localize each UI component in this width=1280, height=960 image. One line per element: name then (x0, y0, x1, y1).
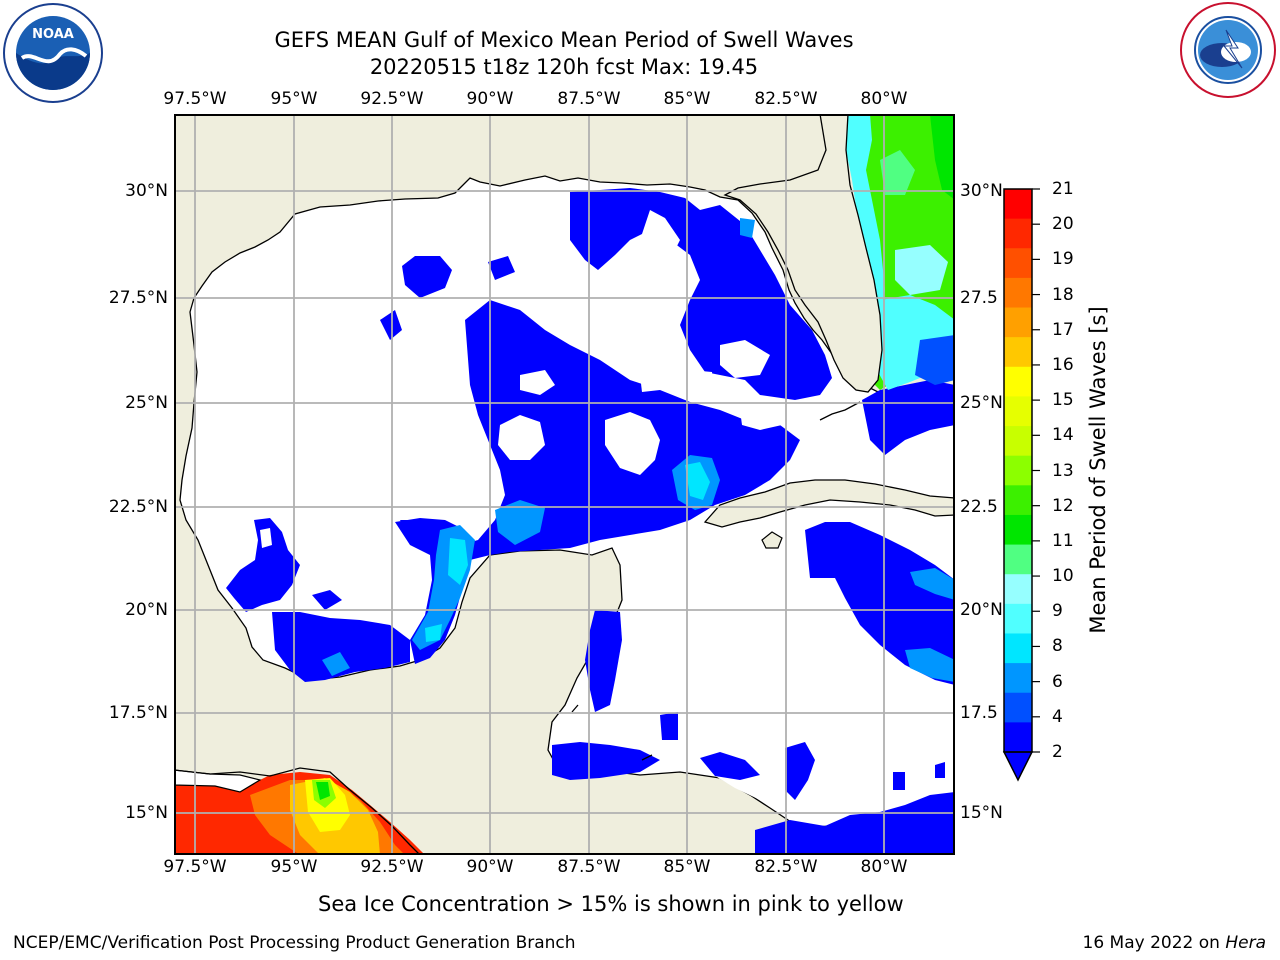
lat-label-left: 30°N (125, 181, 168, 201)
colorbar-band (1004, 277, 1032, 309)
colorbar-tick-label: 13 (1052, 460, 1074, 481)
colorbar-tick-label: 2 (1052, 742, 1063, 762)
colorbar-band (1004, 248, 1032, 279)
colorbar-tick-label: 15 (1052, 390, 1074, 411)
colorbar-tick-label: 12 (1052, 495, 1074, 516)
noaa-logo: NOAA (3, 3, 103, 103)
footer-date: 16 May 2022 on Hera (1083, 932, 1267, 954)
lat-label-right: 30°N (960, 181, 1003, 201)
colorbar-band (1004, 692, 1032, 723)
lat-label-right: 17.5 (960, 703, 998, 723)
colorbar-band (1004, 218, 1032, 249)
lat-label-right: 20°N (960, 600, 1003, 620)
footer-date-text: 16 May 2022 on (1082, 933, 1220, 953)
lat-label-left: 15°N (125, 803, 168, 823)
colorbar-band (1004, 396, 1032, 427)
map-title: GEFS MEAN Gulf of Mexico Mean Period of … (274, 28, 854, 52)
lon-label-bottom: 82.5°W (754, 857, 818, 877)
footer-org: NCEP/EMC/Verification Post Processing Pr… (13, 933, 576, 953)
colorbar-band (1004, 485, 1032, 516)
map-frame (174, 114, 955, 855)
colorbar-band (1004, 603, 1032, 634)
lon-label-bottom: 97.5°W (163, 857, 227, 877)
lat-label-right: 27.5 (960, 288, 998, 308)
colorbar-tick-label: 19 (1052, 249, 1074, 270)
nws-logo (1180, 2, 1276, 98)
colorbar-band (1004, 544, 1032, 575)
lat-label-right: 15°N (960, 803, 1003, 823)
lat-label-right: 25°N (960, 393, 1003, 413)
swell-2-4s (226, 188, 955, 855)
colorbar-band (1004, 307, 1032, 338)
lon-label-bottom: 87.5°W (557, 857, 621, 877)
colorbar-tick-label: 16 (1052, 354, 1074, 375)
colorbar-tick-label: 10 (1052, 566, 1074, 587)
lon-label-bottom: 95°W (270, 857, 318, 877)
lon-label-top: 87.5°W (557, 89, 621, 109)
lon-label-top: 97.5°W (163, 89, 227, 109)
colorbar-band (1004, 337, 1032, 368)
colorbar-tick-label: 4 (1052, 706, 1063, 727)
colorbar-band (1004, 514, 1032, 546)
lat-label-left: 25°N (125, 393, 168, 413)
lon-label-bottom: 80°W (860, 857, 908, 877)
colorbar-band (1004, 426, 1032, 457)
colorbar-tick-label: 11 (1052, 530, 1074, 551)
lon-label-top: 92.5°W (360, 89, 424, 109)
lat-label-left: 22.5°N (108, 497, 168, 517)
footer-machine: Hera (1225, 933, 1266, 953)
lat-label-left: 27.5°N (108, 288, 168, 308)
lon-label-top: 90°W (466, 89, 514, 109)
florida (723, 114, 883, 393)
colorbar-band (1004, 633, 1032, 664)
colorbar-tick-label: 14 (1052, 425, 1074, 446)
colorbar-band (1004, 455, 1032, 486)
colorbar (1002, 188, 1040, 782)
colorbar-band (1004, 574, 1032, 605)
sea-ice-note: Sea Ice Concentration > 15% is shown in … (318, 892, 904, 916)
colorbar-band (1004, 366, 1032, 397)
colorbar-tick-label: 21 (1052, 179, 1074, 199)
map-gridlines (174, 114, 955, 855)
colorbar-extend-arrow (1002, 751, 1034, 782)
lon-label-bottom: 90°W (466, 857, 514, 877)
colorbar-tick-label: 9 (1052, 601, 1063, 622)
lon-label-top: 95°W (270, 89, 318, 109)
colorbar-tick-label: 17 (1052, 319, 1074, 340)
colorbar-label: Mean Period of Swell Waves [s] (1086, 306, 1110, 634)
lat-label-left: 20°N (125, 600, 168, 620)
colorbar-tick-label: 6 (1052, 671, 1063, 692)
lon-label-top: 85°W (663, 89, 711, 109)
colorbar-band (1004, 663, 1032, 694)
lon-label-top: 80°W (860, 89, 908, 109)
colorbar-band (1004, 189, 1032, 220)
colorbar-tick-label: 20 (1052, 214, 1074, 235)
lon-label-bottom: 85°W (663, 857, 711, 877)
lat-label-right: 22.5 (960, 497, 998, 517)
gulf-map (174, 114, 955, 855)
colorbar-tick-label: 8 (1052, 636, 1063, 657)
lon-label-top: 82.5°W (754, 89, 818, 109)
lon-label-bottom: 92.5°W (360, 857, 424, 877)
colorbar-band (1004, 722, 1032, 753)
colorbar-tick-label: 18 (1052, 284, 1074, 305)
svg-text:NOAA: NOAA (32, 27, 74, 42)
map-subtitle: 20220515 t18z 120h fcst Max: 19.45 (369, 55, 759, 79)
lat-label-left: 17.5°N (108, 703, 168, 723)
cuba (703, 479, 955, 528)
